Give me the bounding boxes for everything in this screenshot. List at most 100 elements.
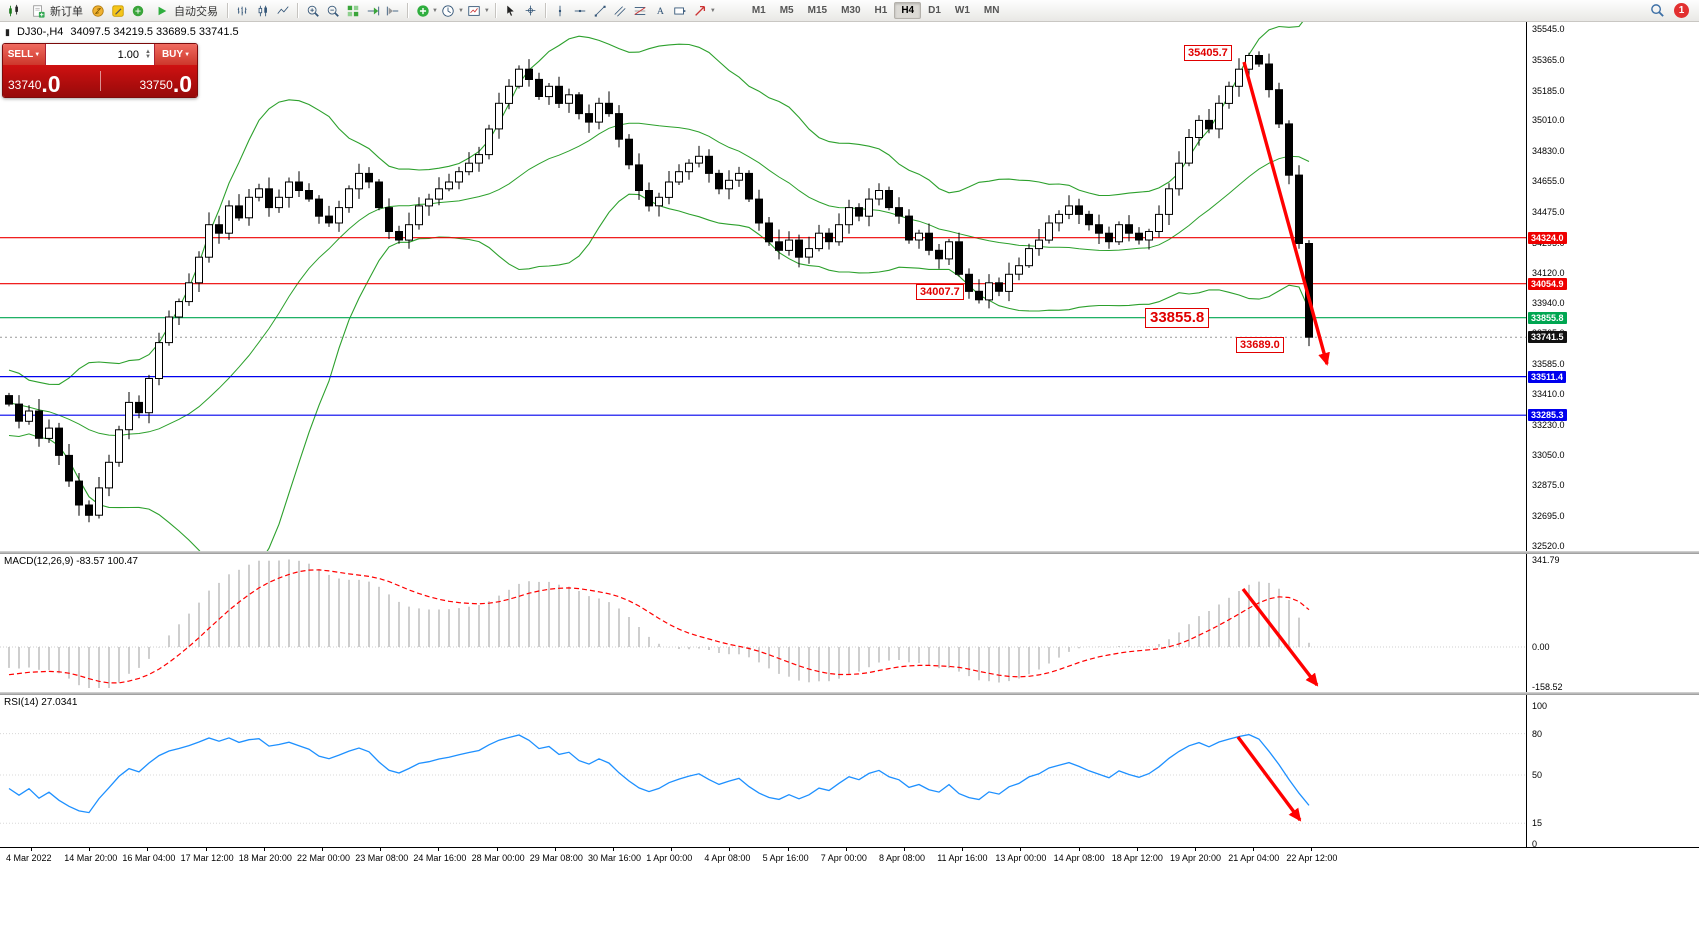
- price-chart-panel[interactable]: ▮ DJ30-,H4 34097.5 34219.5 33689.5 33741…: [0, 22, 1526, 551]
- horizontal-line-tool-icon[interactable]: [571, 2, 590, 19]
- timeframe-M1[interactable]: M1: [751, 5, 766, 16]
- macd-canvas[interactable]: [0, 554, 1526, 692]
- timeframe-MN[interactable]: MN: [983, 5, 1000, 16]
- terminal-icon[interactable]: [128, 2, 147, 19]
- time-axis-tick: [1253, 848, 1255, 851]
- chevron-down-icon[interactable]: ▼: [483, 7, 490, 14]
- zoom-out-icon[interactable]: [323, 2, 342, 19]
- price-annotation: 35405.7: [1184, 45, 1232, 61]
- time-axis-tick: [1020, 848, 1022, 851]
- price-annotation: 33855.8: [1145, 308, 1210, 328]
- indicators-button[interactable]: [413, 2, 432, 19]
- time-axis-tick: [904, 848, 905, 851]
- channel-tool-icon[interactable]: [611, 2, 630, 19]
- chart-bars-icon[interactable]: [233, 2, 252, 19]
- crosshair-icon[interactable]: [521, 2, 540, 19]
- price-axis-label: 35545.0: [1532, 24, 1565, 34]
- time-axis-label: 19 Apr 20:00: [1170, 853, 1222, 863]
- cursor-icon[interactable]: [501, 2, 520, 19]
- timeframe-H1[interactable]: H1: [874, 5, 888, 16]
- trendline-tool-icon[interactable]: [591, 2, 610, 19]
- price-chart-canvas[interactable]: [0, 22, 1526, 551]
- metaeditor-icon[interactable]: [108, 2, 127, 19]
- toolbar-separator: [407, 3, 408, 18]
- time-axis-tick: [613, 848, 614, 851]
- buy-button[interactable]: BUY ▼: [155, 44, 197, 65]
- templates-button[interactable]: [465, 2, 484, 19]
- chevron-down-icon[interactable]: ▼: [432, 7, 438, 14]
- chevron-down-icon: ▼: [184, 51, 191, 58]
- trade-panel-divider: [99, 70, 101, 91]
- macd-axis-label: 0.00: [1532, 642, 1550, 652]
- timeframe-M15[interactable]: M15: [807, 5, 828, 16]
- time-axis[interactable]: 4 Mar 2022 14 Mar 20:00 16 Mar 04:00 17 Mar…: [0, 847, 1699, 867]
- volume-input[interactable]: [46, 48, 143, 61]
- time-axis-tick: [845, 848, 847, 851]
- new-order-label: 新订单: [50, 5, 83, 18]
- panel-splitter[interactable]: [0, 692, 1699, 695]
- time-axis-label: 23 Mar 08:00: [355, 853, 409, 863]
- macd-indicator-panel[interactable]: MACD(12,26,9) -83.57 100.47: [0, 554, 1526, 692]
- panel-splitter[interactable]: [0, 551, 1699, 554]
- price-level-badge: 33511.4: [1528, 370, 1567, 383]
- chevron-down-icon[interactable]: ▼: [457, 7, 464, 14]
- rsi-indicator-panel[interactable]: RSI(14) 27.0341: [0, 695, 1526, 847]
- play-icon: [152, 2, 171, 19]
- price-axis-line: [1526, 22, 1527, 847]
- time-axis-label: 8 Apr 08:00: [879, 853, 926, 863]
- buy-price[interactable]: 33750 .0: [139, 72, 192, 96]
- price-axis-label: 32695.0: [1532, 511, 1565, 522]
- time-axis-label: 7 Apr 00:00: [820, 853, 867, 863]
- autotrading-button[interactable]: 自动交易: [148, 1, 222, 20]
- timeframe-H4[interactable]: H4: [894, 2, 922, 19]
- search-icon[interactable]: [1648, 2, 1667, 19]
- timeframe-toolbar: M1 M5 M15 M30 H1 H4 D1 W1 MN: [745, 2, 1007, 19]
- time-axis-tick: [205, 848, 207, 851]
- timeframe-D1[interactable]: D1: [928, 5, 941, 16]
- zoom-in-icon[interactable]: [303, 2, 322, 19]
- time-axis-label: 29 Mar 08:00: [529, 853, 583, 863]
- time-axis-tick: [89, 848, 91, 851]
- fibonacci-tool-icon[interactable]: [631, 2, 650, 19]
- label-tool-icon[interactable]: [671, 2, 690, 19]
- time-axis-label: 28 Mar 00:00: [471, 853, 525, 863]
- chevron-down-icon: ▼: [34, 51, 41, 58]
- price-axis-label: 35365.0: [1532, 54, 1565, 65]
- mql5-compass-icon[interactable]: [88, 2, 107, 19]
- chevron-down-icon[interactable]: ▼: [709, 7, 716, 14]
- chart-candles-icon[interactable]: [253, 2, 272, 19]
- time-axis-tick: [31, 848, 32, 851]
- rsi-axis-label: 50: [1532, 770, 1543, 780]
- time-axis-label: 4 Mar 2022: [6, 853, 52, 863]
- rsi-axis-label: 0: [1532, 839, 1538, 849]
- price-level-badge: 34324.0: [1528, 231, 1567, 244]
- price-axis-label: 35185.0: [1532, 85, 1565, 96]
- periods-button[interactable]: [439, 2, 458, 19]
- auto-scroll-icon[interactable]: [363, 2, 382, 19]
- vertical-line-tool-icon[interactable]: [551, 2, 570, 19]
- rsi-axis-label: 15: [1532, 818, 1543, 829]
- text-tool-icon[interactable]: A: [651, 2, 670, 19]
- sell-price[interactable]: 33740 .0: [8, 72, 61, 96]
- timeframe-M30[interactable]: M30: [841, 5, 861, 16]
- time-axis-label: 22 Mar 00:00: [297, 853, 351, 863]
- sell-button[interactable]: SELL ▼: [3, 44, 45, 65]
- notification-badge[interactable]: 1: [1674, 3, 1689, 18]
- toolbar-separator: [494, 3, 496, 18]
- arrows-tool-icon[interactable]: [691, 2, 710, 19]
- price-axis-label: 34475.0: [1532, 206, 1565, 217]
- time-axis-label: 11 Apr 16:00: [937, 853, 988, 863]
- rsi-canvas[interactable]: [0, 695, 1526, 847]
- buy-price-frac: .0: [172, 71, 192, 97]
- price-axis[interactable]: 35545.0 35365.0 35185.0 35010.0 34830.0 34655…: [1527, 0, 1699, 867]
- timeframe-M5[interactable]: M5: [779, 5, 794, 16]
- new-order-button[interactable]: 新订单: [24, 1, 87, 20]
- chart-line-icon[interactable]: [273, 2, 292, 19]
- tile-windows-icon[interactable]: [343, 2, 362, 19]
- time-axis-tick: [438, 848, 440, 851]
- chart-shift-icon[interactable]: [383, 2, 402, 19]
- time-axis-label: 21 Apr 04:00: [1228, 853, 1280, 863]
- timeframe-W1[interactable]: W1: [954, 5, 970, 16]
- macd-axis-label: -158.52: [1532, 682, 1563, 693]
- volume-stepper[interactable]: ▲ ▼: [145, 48, 151, 60]
